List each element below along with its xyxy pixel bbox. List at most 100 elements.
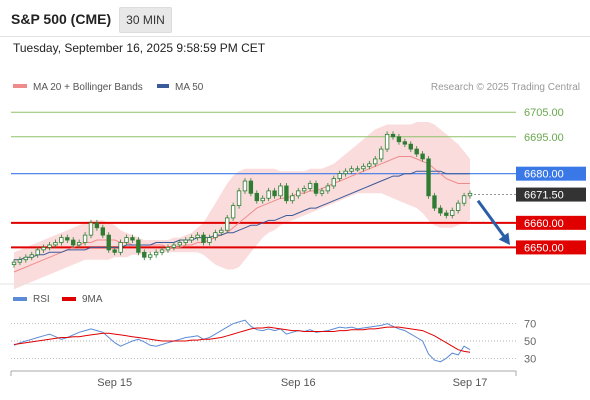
- candle-body: [284, 185, 289, 202]
- legend-ma50-label: MA 50: [175, 82, 204, 93]
- candle-body: [148, 254, 153, 258]
- ma20-line: [13, 156, 470, 273]
- candle-body: [408, 143, 413, 150]
- candle-body: [355, 168, 360, 171]
- candle-body: [65, 237, 70, 241]
- candle-body: [88, 222, 94, 236]
- candle-body: [278, 185, 283, 197]
- candle-body: [396, 136, 402, 143]
- legend-rsi-swatch: [13, 297, 27, 301]
- candle-body: [331, 178, 336, 187]
- legend-ma20-swatch: [13, 84, 27, 88]
- candle-body: [177, 242, 182, 246]
- candle-body: [207, 237, 212, 243]
- legend-ma20-label: MA 20 + Bollinger Bands: [33, 82, 143, 93]
- candle-body: [390, 133, 396, 138]
- candle-body: [296, 190, 301, 197]
- candle-body: [41, 247, 46, 251]
- last-level-tag: [516, 187, 586, 202]
- candle-body: [230, 205, 236, 219]
- candle-body: [426, 158, 431, 197]
- candle-body: [71, 239, 76, 246]
- candle-body: [248, 180, 254, 194]
- bollinger-band: [14, 122, 470, 290]
- candle-body: [171, 244, 177, 248]
- candle-body: [420, 153, 425, 160]
- candle-body: [242, 180, 248, 192]
- candle-body: [402, 141, 408, 145]
- candle-body: [461, 195, 467, 204]
- legend-9ma-swatch: [62, 297, 76, 301]
- candle-body: [165, 247, 171, 251]
- candle-body: [53, 242, 58, 246]
- rsi-ma-line: [13, 326, 471, 353]
- candle-body: [378, 148, 384, 160]
- candle-body: [302, 188, 307, 192]
- ma50-line: [14, 170, 470, 261]
- candle-body: [59, 237, 64, 243]
- legend-9ma-label: 9MA: [82, 294, 103, 305]
- candle-body: [136, 239, 141, 253]
- candle-body: [450, 210, 455, 216]
- candle-body: [438, 207, 443, 214]
- candle-body: [35, 249, 40, 256]
- rsi-tick-label: 30: [524, 353, 536, 365]
- candle-body: [290, 195, 295, 202]
- candle-body: [153, 251, 159, 256]
- candle-body: [307, 183, 313, 189]
- support-level-label: 6660.00: [524, 218, 564, 230]
- candle-body: [100, 227, 106, 236]
- rsi-tick-label: 50: [524, 336, 536, 348]
- candle-body: [272, 190, 277, 197]
- candle-body: [106, 234, 111, 251]
- resistance-level-label: 6705.00: [524, 107, 564, 119]
- candle-body: [337, 173, 342, 179]
- candle-body: [142, 251, 147, 258]
- candle-body: [118, 242, 123, 253]
- candle-body: [361, 165, 366, 170]
- candle-body: [213, 232, 218, 238]
- chart-header: S&P 500 (CME) 30 MIN: [0, 0, 590, 37]
- candle-body: [112, 249, 117, 253]
- candle-body: [82, 234, 88, 243]
- candle-body: [201, 234, 206, 243]
- resistance-level-label: 6695.00: [524, 132, 564, 144]
- candle-body: [319, 190, 325, 194]
- forecast-arrow-shaft: [476, 199, 508, 240]
- candle-body: [225, 217, 230, 231]
- support-level-tag: [516, 240, 586, 255]
- x-tick-label: Sep 17: [453, 377, 488, 389]
- candle-body: [189, 237, 194, 241]
- candle-body: [195, 234, 200, 238]
- x-tick-label: Sep 16: [281, 377, 316, 389]
- candle-body: [11, 261, 17, 266]
- candle-body: [349, 168, 354, 172]
- rsi-tick-label: 70: [524, 319, 536, 331]
- candle-body: [47, 244, 52, 248]
- candle-body: [432, 195, 437, 209]
- candle-body: [94, 222, 100, 229]
- candle-body: [455, 202, 461, 211]
- candle-body: [444, 212, 449, 216]
- candle-body: [373, 158, 378, 165]
- timeframe-button[interactable]: 30 MIN: [119, 7, 172, 33]
- instrument-title: S&P 500 (CME): [11, 11, 112, 27]
- last-level-label: 6671.50: [524, 190, 564, 202]
- candle-body: [219, 229, 224, 234]
- candle-body: [467, 192, 473, 197]
- candle-body: [130, 237, 135, 241]
- candle-body: [343, 170, 348, 175]
- candle-body: [183, 239, 188, 243]
- candle-body: [384, 133, 390, 150]
- watermark: Research © 2025 Trading Central: [431, 82, 580, 93]
- candle-body: [313, 183, 319, 194]
- x-tick-label: Sep 15: [97, 377, 132, 389]
- candle-body: [23, 256, 29, 261]
- pivot-level-label: 6680.00: [524, 169, 564, 181]
- candle-body: [254, 192, 259, 202]
- pivot-level-tag: [516, 166, 586, 181]
- legend-ma50-swatch: [157, 84, 169, 88]
- candle-body: [159, 249, 165, 253]
- candle-body: [76, 242, 82, 246]
